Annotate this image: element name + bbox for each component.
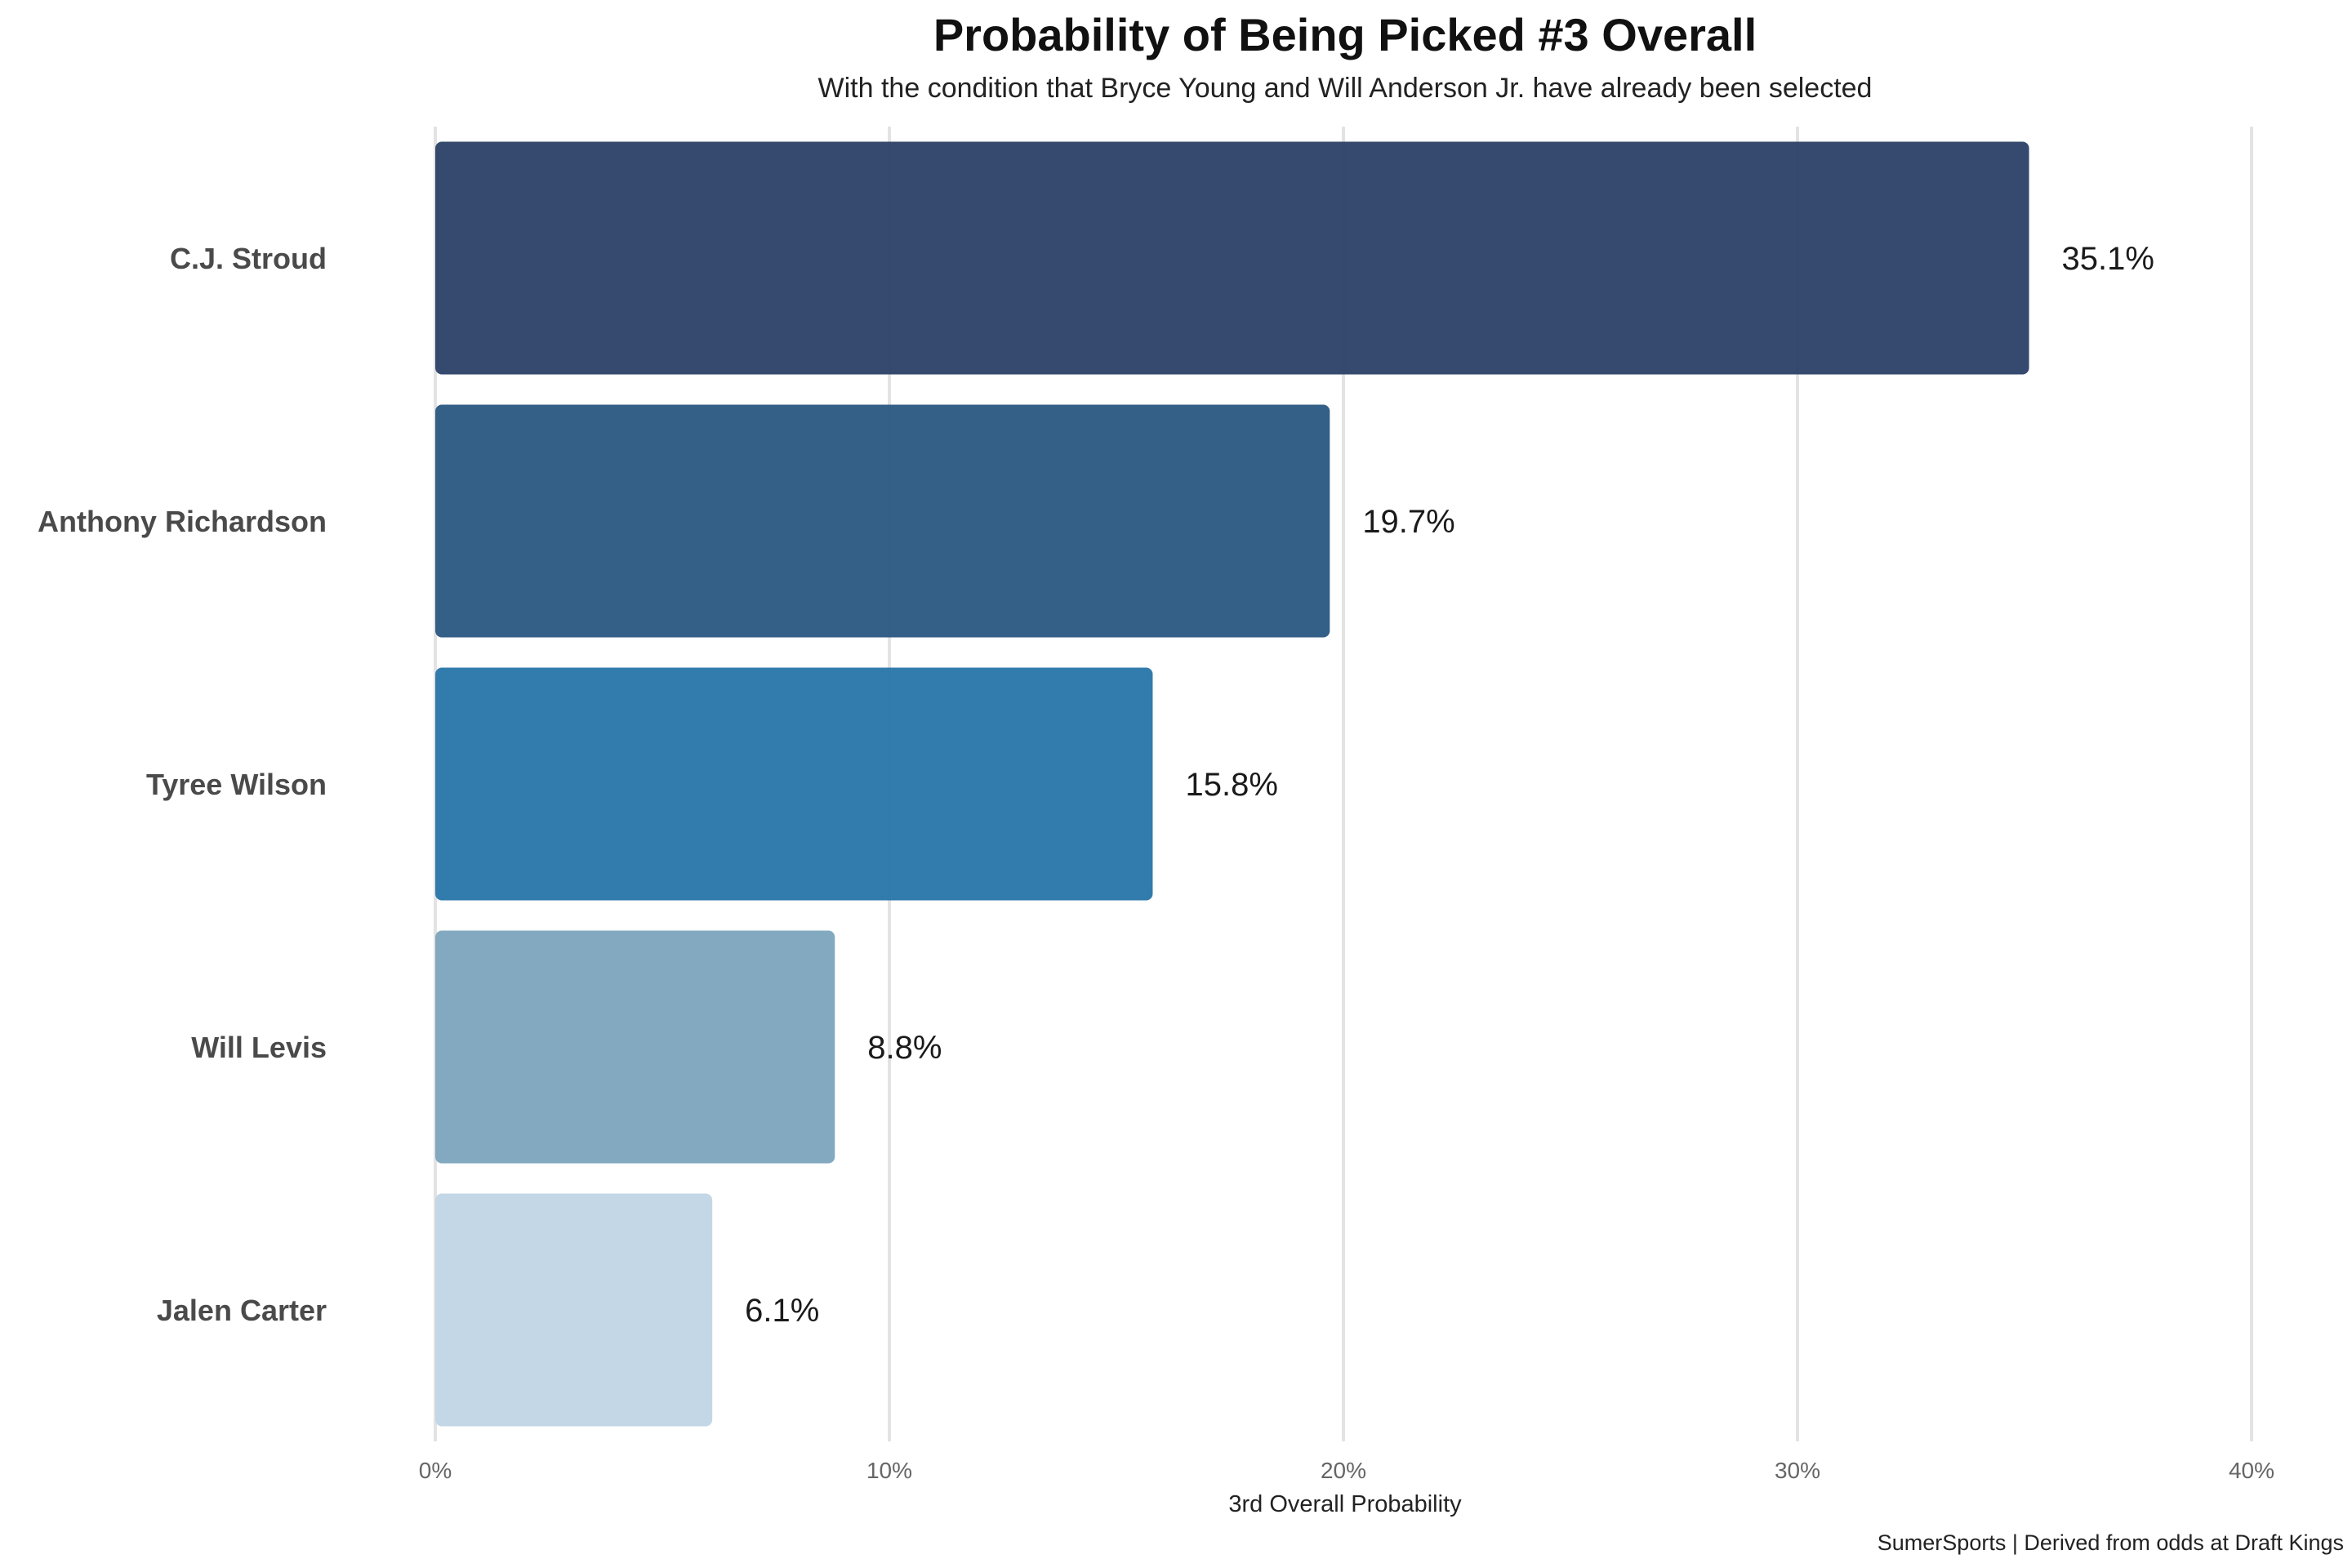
value-label: 35.1% (2062, 241, 2154, 277)
bars (435, 141, 2029, 1427)
chart-caption: SumerSports | Derived from odds at Draft… (1878, 1530, 2344, 1555)
bar-c-j-stroud (435, 141, 2029, 375)
value-label: 8.8% (867, 1030, 942, 1066)
category-label: C.J. Stroud (170, 242, 327, 275)
labels: 0% 10% 20% 30% 40% C.J. Stroud 35.1% Anthony Ri… (38, 241, 2274, 1483)
x-tick-label: 10% (866, 1458, 912, 1483)
x-tick-label: 40% (2229, 1458, 2274, 1483)
x-axis-title: 3rd Overall Probability (1228, 1491, 1462, 1517)
value-label: 19.7% (1362, 504, 1454, 540)
bar-anthony-richardson (435, 404, 1330, 638)
category-label: Jalen Carter (157, 1294, 327, 1327)
category-label: Tyree Wilson (146, 768, 327, 801)
x-tick-label: 30% (1775, 1458, 1820, 1483)
bar-jalen-carter (435, 1193, 713, 1427)
bar-tyree-wilson (435, 667, 1153, 901)
category-label: Will Levis (191, 1031, 327, 1064)
x-tick-label: 0% (419, 1458, 452, 1483)
value-label: 15.8% (1185, 767, 1277, 803)
chart-title: Probability of Being Picked #3 Overall (933, 9, 1757, 60)
value-label: 6.1% (745, 1293, 819, 1329)
x-tick-label: 20% (1321, 1458, 1366, 1483)
bar-will-levis (435, 930, 835, 1164)
category-label: Anthony Richardson (38, 505, 327, 538)
chart-subtitle: With the condition that Bryce Young and … (818, 73, 1873, 104)
